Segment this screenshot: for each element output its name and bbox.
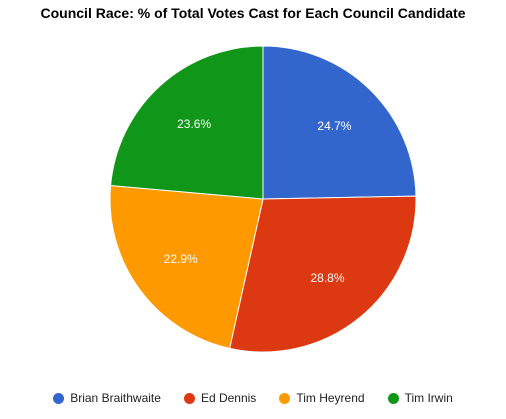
- legend-swatch: [387, 392, 399, 404]
- legend-item-tim-heyrend[interactable]: Tim Heyrend: [279, 391, 365, 405]
- legend-item-brian-braithwaite[interactable]: Brian Braithwaite: [53, 391, 161, 405]
- legend-swatch: [53, 392, 65, 404]
- pie-slice-tim-heyrend[interactable]: [109, 185, 264, 349]
- pie-slice-labels: 24.7% 28.8% 22.9% 23.6%: [164, 117, 352, 285]
- pie-slice-ed-dennis[interactable]: [229, 195, 417, 353]
- pie-slices: [109, 45, 417, 353]
- legend-swatch: [183, 392, 195, 404]
- slice-label-tim-irwin: 23.6%: [177, 117, 211, 131]
- legend-label: Tim Irwin: [404, 391, 453, 405]
- chart-title: Council Race: % of Total Votes Cast for …: [40, 5, 466, 21]
- chart-legend: Brian Braithwaite Ed Dennis Tim Heyrend …: [0, 391, 506, 405]
- legend-label: Tim Heyrend: [296, 391, 365, 405]
- pie-slice-tim-irwin[interactable]: [110, 45, 264, 200]
- slice-label-brian-braithwaite: 24.7%: [317, 119, 351, 133]
- pie-slice-brian-braithwaite[interactable]: [262, 45, 417, 200]
- legend-item-tim-irwin[interactable]: Tim Irwin: [387, 391, 453, 405]
- legend-label: Brian Braithwaite: [70, 391, 161, 405]
- legend-item-ed-dennis[interactable]: Ed Dennis: [183, 391, 257, 405]
- legend-label: Ed Dennis: [200, 391, 257, 405]
- slice-label-ed-dennis: 28.8%: [311, 271, 345, 285]
- slice-label-tim-heyrend: 22.9%: [164, 252, 198, 266]
- legend-swatch: [279, 392, 291, 404]
